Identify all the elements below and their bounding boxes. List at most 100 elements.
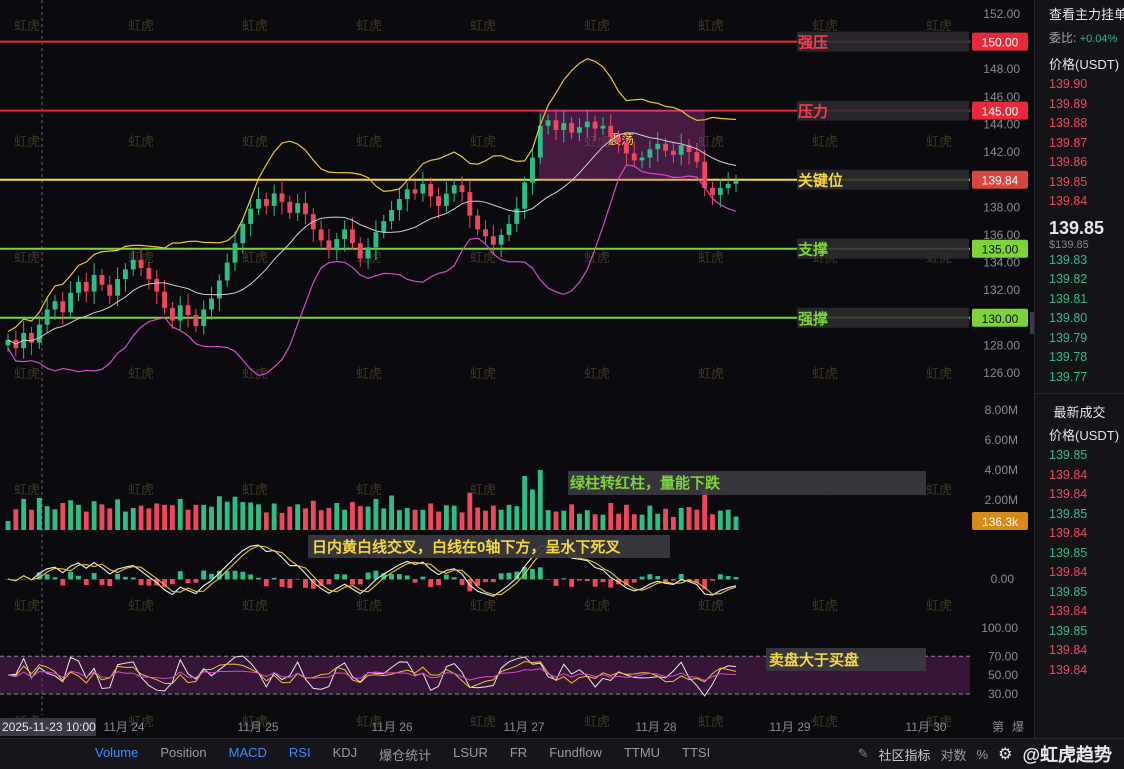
candle-body — [451, 185, 457, 194]
candle-body — [670, 150, 676, 155]
volume-bar — [303, 508, 308, 530]
tab-kdj[interactable]: KDJ — [332, 744, 358, 760]
volume-bar — [670, 516, 676, 530]
candle-body — [232, 243, 238, 263]
bid-row[interactable]: 139.80 — [1049, 311, 1088, 325]
macd-histogram-bar — [248, 574, 254, 580]
trade-row[interactable]: 139.84 — [1049, 565, 1088, 579]
macd-histogram-bar — [13, 579, 19, 580]
volume-bar — [639, 514, 645, 530]
trade-row[interactable]: 139.84 — [1049, 467, 1088, 482]
tab-ttsi[interactable]: TTSI — [682, 744, 711, 760]
macd-histogram-bar — [490, 579, 496, 583]
bid-row[interactable]: 139.82 — [1049, 272, 1088, 286]
bid-row[interactable]: 139.83 — [1049, 252, 1088, 267]
ask-row[interactable]: 139.89 — [1049, 96, 1088, 111]
macd-histogram-bar — [725, 576, 731, 580]
macd-line — [7, 544, 737, 597]
watermark-text: 虹虎 — [470, 482, 496, 497]
ask-row[interactable]: 139.85 — [1049, 174, 1088, 189]
tab-macd[interactable]: MACD — [228, 744, 267, 760]
candle-body — [608, 125, 614, 137]
price-tick-label: 126.00 — [983, 366, 1020, 380]
volume-bar — [545, 510, 551, 530]
tab-fundflow[interactable]: Fundflow — [549, 744, 602, 760]
watermark-text: 虹虎 — [926, 598, 952, 613]
trade-row[interactable]: 139.84 — [1049, 526, 1088, 540]
volume-bar — [561, 510, 567, 530]
orderbook-panel: 查看主力挂单 委比: +0.04% 价格(USDT) 139.90 139.89 1… — [1034, 0, 1124, 738]
candle-body — [36, 324, 42, 343]
trade-row[interactable]: 139.84 — [1049, 487, 1088, 501]
bid-row[interactable]: 139.79 — [1049, 330, 1088, 345]
log-scale-toggle[interactable]: 对数 — [940, 747, 967, 763]
macd-histogram-bar — [717, 574, 723, 580]
volume-bar — [185, 509, 191, 530]
volume-bar — [537, 470, 543, 530]
ask-row[interactable]: 139.88 — [1049, 116, 1088, 130]
candle-body — [287, 201, 293, 213]
macd-histogram-bar — [122, 576, 128, 580]
trade-row[interactable]: 139.84 — [1049, 604, 1088, 618]
x-axis-label: 11月 30 — [905, 720, 946, 734]
trade-row[interactable]: 139.84 — [1049, 643, 1088, 657]
rsi-tick-label: 100.00 — [981, 621, 1018, 635]
macd-histogram-bar — [678, 573, 684, 580]
volume-bar — [76, 504, 81, 530]
tab-rsi[interactable]: RSI — [288, 744, 311, 760]
volume-bar — [115, 499, 121, 530]
trade-row[interactable]: 139.84 — [1049, 662, 1088, 677]
watermark-text: 虹虎 — [698, 18, 724, 33]
orderbook-title[interactable]: 查看主力挂单 — [1049, 7, 1124, 22]
chart-area[interactable]: 虹虎 虹虎 虹虎 虹虎 虹虎 虹虎 虹虎 虹虎 虹虎 虹虎 虹虎 虹虎 虹虎 虹虎 虹虎 虹虎 虹虎 虹虎 虹虎 虹虎… — [0, 0, 1034, 738]
macd-histogram-bar — [710, 579, 715, 581]
bollinger-lower — [7, 164, 737, 377]
volume-bar — [279, 512, 285, 530]
trade-row[interactable]: 139.85 — [1049, 623, 1088, 638]
candle-body — [530, 157, 535, 183]
macd-histogram-bar — [279, 579, 285, 587]
ask-row[interactable]: 139.90 — [1049, 77, 1088, 91]
trade-row[interactable]: 139.85 — [1049, 584, 1088, 599]
percent-toggle[interactable]: % — [976, 746, 989, 762]
trade-row[interactable]: 139.85 — [1049, 448, 1088, 462]
bid-row[interactable]: 139.77 — [1049, 369, 1088, 384]
mid-price-block: 139.85 $139.85 — [1035, 212, 1124, 251]
trade-row[interactable]: 139.85 — [1049, 545, 1088, 560]
macd-histogram-bar — [389, 574, 394, 580]
tab-volume[interactable]: Volume — [95, 744, 139, 760]
candle-body — [326, 240, 332, 251]
tab-爆仓统计[interactable]: 爆仓统计 — [379, 747, 432, 763]
x-axis-cursor-label: 2025-11-23 10:00 — [2, 720, 96, 734]
bid-row[interactable]: 139.78 — [1049, 350, 1088, 364]
mid-price-usd: $139.85 — [1049, 238, 1089, 251]
community-indicator-button[interactable]: 社区指标 — [878, 747, 931, 763]
brand-name: @虹虎趋势 — [1022, 745, 1112, 765]
macd-histogram-bar — [162, 579, 167, 588]
volume-bar — [162, 504, 167, 530]
macd-histogram-bar — [647, 574, 653, 580]
ask-row[interactable]: 139.86 — [1049, 155, 1088, 169]
watermark-text: 虹虎 — [698, 250, 724, 265]
candle-body — [224, 262, 230, 281]
edit-icon[interactable]: ✎ — [857, 746, 869, 761]
candle-body — [342, 229, 348, 240]
tab-position[interactable]: Position — [160, 744, 207, 760]
volume-current-tag — [972, 512, 1028, 530]
volume-bar — [717, 510, 723, 530]
tab-ttmu[interactable]: TTMU — [623, 744, 661, 760]
bid-row[interactable]: 139.81 — [1049, 291, 1088, 306]
tab-fr[interactable]: FR — [509, 744, 528, 760]
trade-row[interactable]: 139.85 — [1049, 506, 1088, 521]
macd-histogram-bar — [733, 577, 739, 580]
level-price-tag-text: 150.00 — [982, 36, 1019, 50]
ask-row[interactable]: 139.87 — [1049, 135, 1088, 150]
candle-body — [169, 308, 175, 321]
watermark-text: 虹虎 — [584, 366, 610, 381]
level-price-tag — [972, 32, 1028, 51]
tab-lsur[interactable]: LSUR — [453, 744, 488, 760]
volume-bar — [553, 511, 559, 530]
ask-row[interactable]: 139.84 — [1049, 194, 1088, 208]
candle-body — [44, 309, 50, 325]
